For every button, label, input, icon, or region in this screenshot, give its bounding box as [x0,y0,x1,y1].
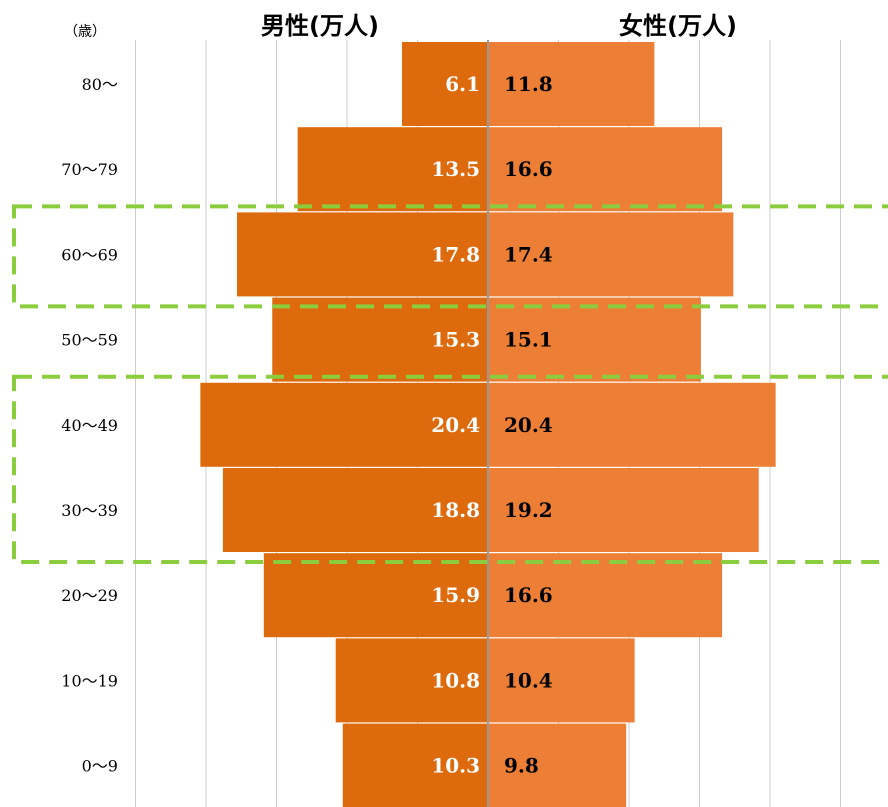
male-value-label: 15.3 [431,328,480,352]
male-bar [200,382,489,467]
age-unit-label: （歳） [64,24,106,40]
female-value-label: 17.4 [504,242,553,266]
male-value-label: 10.3 [431,754,480,778]
male-value-label: 10.8 [431,668,480,692]
highlight-boxes [12,204,888,564]
value-labels: 6.1 11.8 13.5 16.6 17.8 17.4 15.3 15.1 20.4 20.4 1… [431,72,553,778]
female-value-label: 20.4 [504,413,553,437]
female-bar [488,42,655,126]
age-group-label: 70〜79 [61,160,118,179]
male-title: 男性(万人) [261,12,379,40]
male-value-label: 18.8 [431,498,480,522]
female-bar [488,382,776,467]
highlight-box [12,374,888,564]
male-value-label: 17.8 [431,242,480,266]
bars [200,40,776,807]
male-bar [272,297,488,382]
age-group-label: 80〜 [82,75,118,94]
age-group-label: 30〜39 [61,501,118,520]
male-bar [237,212,488,297]
female-value-label: 19.2 [504,498,553,522]
age-group-label: 40〜49 [61,416,118,435]
female-value-label: 16.6 [504,157,553,181]
female-bar [488,468,759,552]
female-value-label: 9.8 [504,754,539,778]
female-bar [488,723,627,807]
female-bar [488,297,701,382]
female-value-label: 15.1 [504,328,553,352]
age-group-label: 10〜19 [61,671,118,690]
female-value-label: 10.4 [504,668,553,692]
highlight-box [12,204,888,309]
female-value-label: 16.6 [504,583,553,607]
male-value-label: 13.5 [431,157,480,181]
age-group-label: 0〜9 [82,757,118,776]
male-bar [222,468,489,552]
male-bar [342,723,488,807]
male-value-label: 20.4 [431,413,480,437]
male-bar [263,553,488,638]
male-value-label: 15.9 [431,583,480,607]
female-bar [488,127,723,212]
age-group-label: 50〜59 [61,331,118,350]
female-title: 女性(万人) [619,12,737,40]
age-group-label: 20〜29 [61,586,118,605]
male-bar [401,42,488,126]
male-bar [297,127,488,212]
male-value-label: 6.1 [445,72,480,96]
age-labels: 80〜 70〜79 60〜69 50〜59 40〜49 30〜39 20〜29 10〜19 0〜… [61,75,118,776]
female-bar [488,638,635,723]
age-group-label: 60〜69 [61,245,118,264]
female-value-label: 11.8 [504,72,553,96]
male-bar [335,638,488,723]
female-bar [488,553,723,638]
female-bar [488,212,734,297]
